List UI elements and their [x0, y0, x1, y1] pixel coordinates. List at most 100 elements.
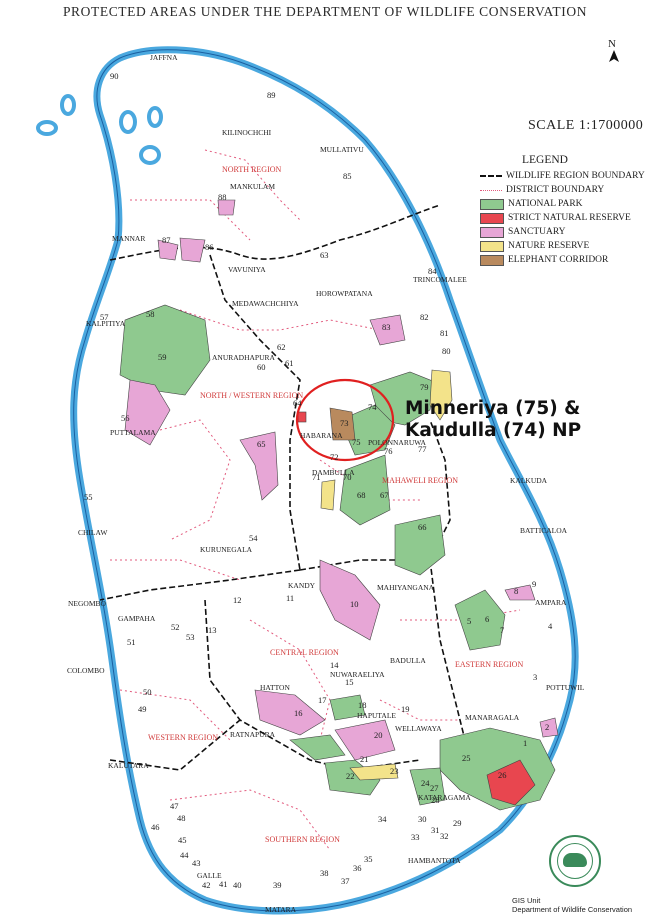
area-number: 31	[431, 825, 440, 835]
area-number: 67	[380, 490, 389, 500]
area-number: 42	[202, 880, 211, 890]
area-number: 84	[428, 266, 437, 276]
area-number: 26	[498, 770, 507, 780]
area-number: 77	[418, 444, 427, 454]
area-number: 55	[84, 492, 93, 502]
area-number: 75	[352, 437, 361, 447]
credit: GIS Unit Department of Wildlife Conserva…	[512, 896, 632, 914]
area-number: 81	[440, 328, 449, 338]
area-number: 59	[158, 352, 167, 362]
legend-title: LEGEND	[522, 154, 568, 166]
legend-item: WILDLIFE REGION BOUNDARY	[480, 169, 648, 183]
minneriya-kaudulla-highlight	[295, 378, 395, 462]
dwc-seal-logo	[549, 835, 601, 887]
area-number: 83	[382, 322, 391, 332]
area-number: 18	[358, 700, 367, 710]
elephant-icon	[563, 853, 587, 867]
north-label: N	[608, 38, 616, 50]
area-number: 68	[357, 490, 366, 500]
area-number: 43	[192, 858, 201, 868]
place-label: KURUNEGALA	[200, 545, 253, 554]
area-number: 48	[177, 813, 186, 823]
area-number: 49	[138, 704, 147, 714]
place-label: MANARAGALA	[465, 713, 520, 722]
legend-label: WILDLIFE REGION BOUNDARY	[506, 171, 645, 181]
place-label: HATTON	[260, 683, 290, 692]
area-number: 45	[178, 835, 187, 845]
area-number: 71	[312, 472, 321, 482]
region-label: MAHAWELI REGION	[382, 476, 458, 485]
credit-line: Department of Wildlife Conservation	[512, 905, 633, 914]
legend-label: DISTRICT BOUNDARY	[506, 185, 605, 195]
area-number: 60	[257, 362, 266, 372]
legend-label: STRICT NATURAL RESERVE	[508, 213, 631, 223]
area-number: 22	[346, 771, 355, 781]
place-label: MEDAWACHCHIYA	[232, 299, 299, 308]
place-label: KALUTARA	[108, 761, 149, 770]
area-number: 76	[384, 446, 393, 456]
coast-outline	[36, 46, 579, 915]
place-label: JAFFNA	[150, 53, 178, 62]
area-number: 29	[453, 818, 462, 828]
place-label: HAMBANTOTA	[408, 856, 461, 865]
area-number: 6	[485, 614, 489, 624]
area-number: 65	[257, 439, 266, 449]
strict-natural-reserves	[297, 411, 536, 806]
area-number: 86	[205, 242, 214, 252]
area-number: 5	[467, 616, 471, 626]
area-number: 24	[421, 778, 430, 788]
callout-line: Minneriya (75) &	[405, 398, 581, 419]
area-number: 56	[121, 413, 130, 423]
color-swatch	[480, 212, 504, 224]
color-swatch	[480, 240, 504, 252]
place-label: ANURADHAPURA	[212, 353, 276, 362]
place-label: MANKULAM	[230, 182, 275, 191]
area-number: 30	[418, 814, 427, 824]
place-label: NUWARAELIYA	[330, 670, 385, 679]
place-label: GALLE	[197, 871, 222, 880]
legend: LEGEND WILDLIFE REGION BOUNDARY DISTRICT…	[480, 154, 648, 267]
area-number: 82	[420, 312, 429, 322]
region-label: WESTERN REGION	[148, 733, 218, 742]
area-number: 32	[440, 831, 449, 841]
place-label: GAMPAHA	[118, 614, 156, 623]
area-number: 25	[462, 753, 471, 763]
place-label: MATARA	[265, 905, 297, 914]
nature-reserves	[320, 369, 453, 781]
place-label: WELLAWAYA	[395, 724, 442, 733]
place-label: TRINCOMALEE	[413, 275, 467, 284]
area-number: 40	[233, 880, 242, 890]
place-label: KILINOCHCHI	[222, 128, 272, 137]
place-labels: JAFFNA KILINOCHCHI MULLATIVU MANKULAM MA…	[67, 53, 585, 914]
place-label: MANNAR	[112, 234, 145, 243]
color-swatch	[480, 226, 504, 238]
area-number: 2	[545, 722, 549, 732]
area-number: 58	[146, 309, 155, 319]
area-number: 80	[442, 346, 451, 356]
area-number: 36	[353, 863, 362, 873]
area-number: 64	[293, 398, 302, 408]
place-label: BATTICALOA	[520, 526, 568, 535]
area-number: 51	[127, 637, 136, 647]
area-number: 62	[277, 342, 286, 352]
area-number: 50	[143, 687, 152, 697]
region-label: NORTH / WESTERN REGION	[200, 391, 303, 400]
area-number: 52	[171, 622, 180, 632]
north-arrow	[609, 50, 619, 62]
seal-ring	[557, 843, 593, 879]
legend-label: NATIONAL PARK	[508, 199, 583, 209]
legend-label: SANCTUARY	[508, 227, 566, 237]
area-number: 44	[180, 850, 189, 860]
place-label: KALPITIYA	[86, 319, 126, 328]
area-number: 88	[218, 192, 227, 202]
area-number: 16	[294, 708, 303, 718]
area-number: 23	[390, 766, 399, 776]
map-title: PROTECTED AREAS UNDER THE DEPARTMENT OF …	[62, 4, 588, 19]
region-label: SOUTHERN REGION	[265, 835, 340, 844]
area-number: 66	[418, 522, 427, 532]
area-number: 63	[320, 250, 329, 260]
area-number: 35	[364, 854, 373, 864]
legend-item: NATURE RESERVE	[480, 239, 648, 253]
area-number: 34	[378, 814, 387, 824]
